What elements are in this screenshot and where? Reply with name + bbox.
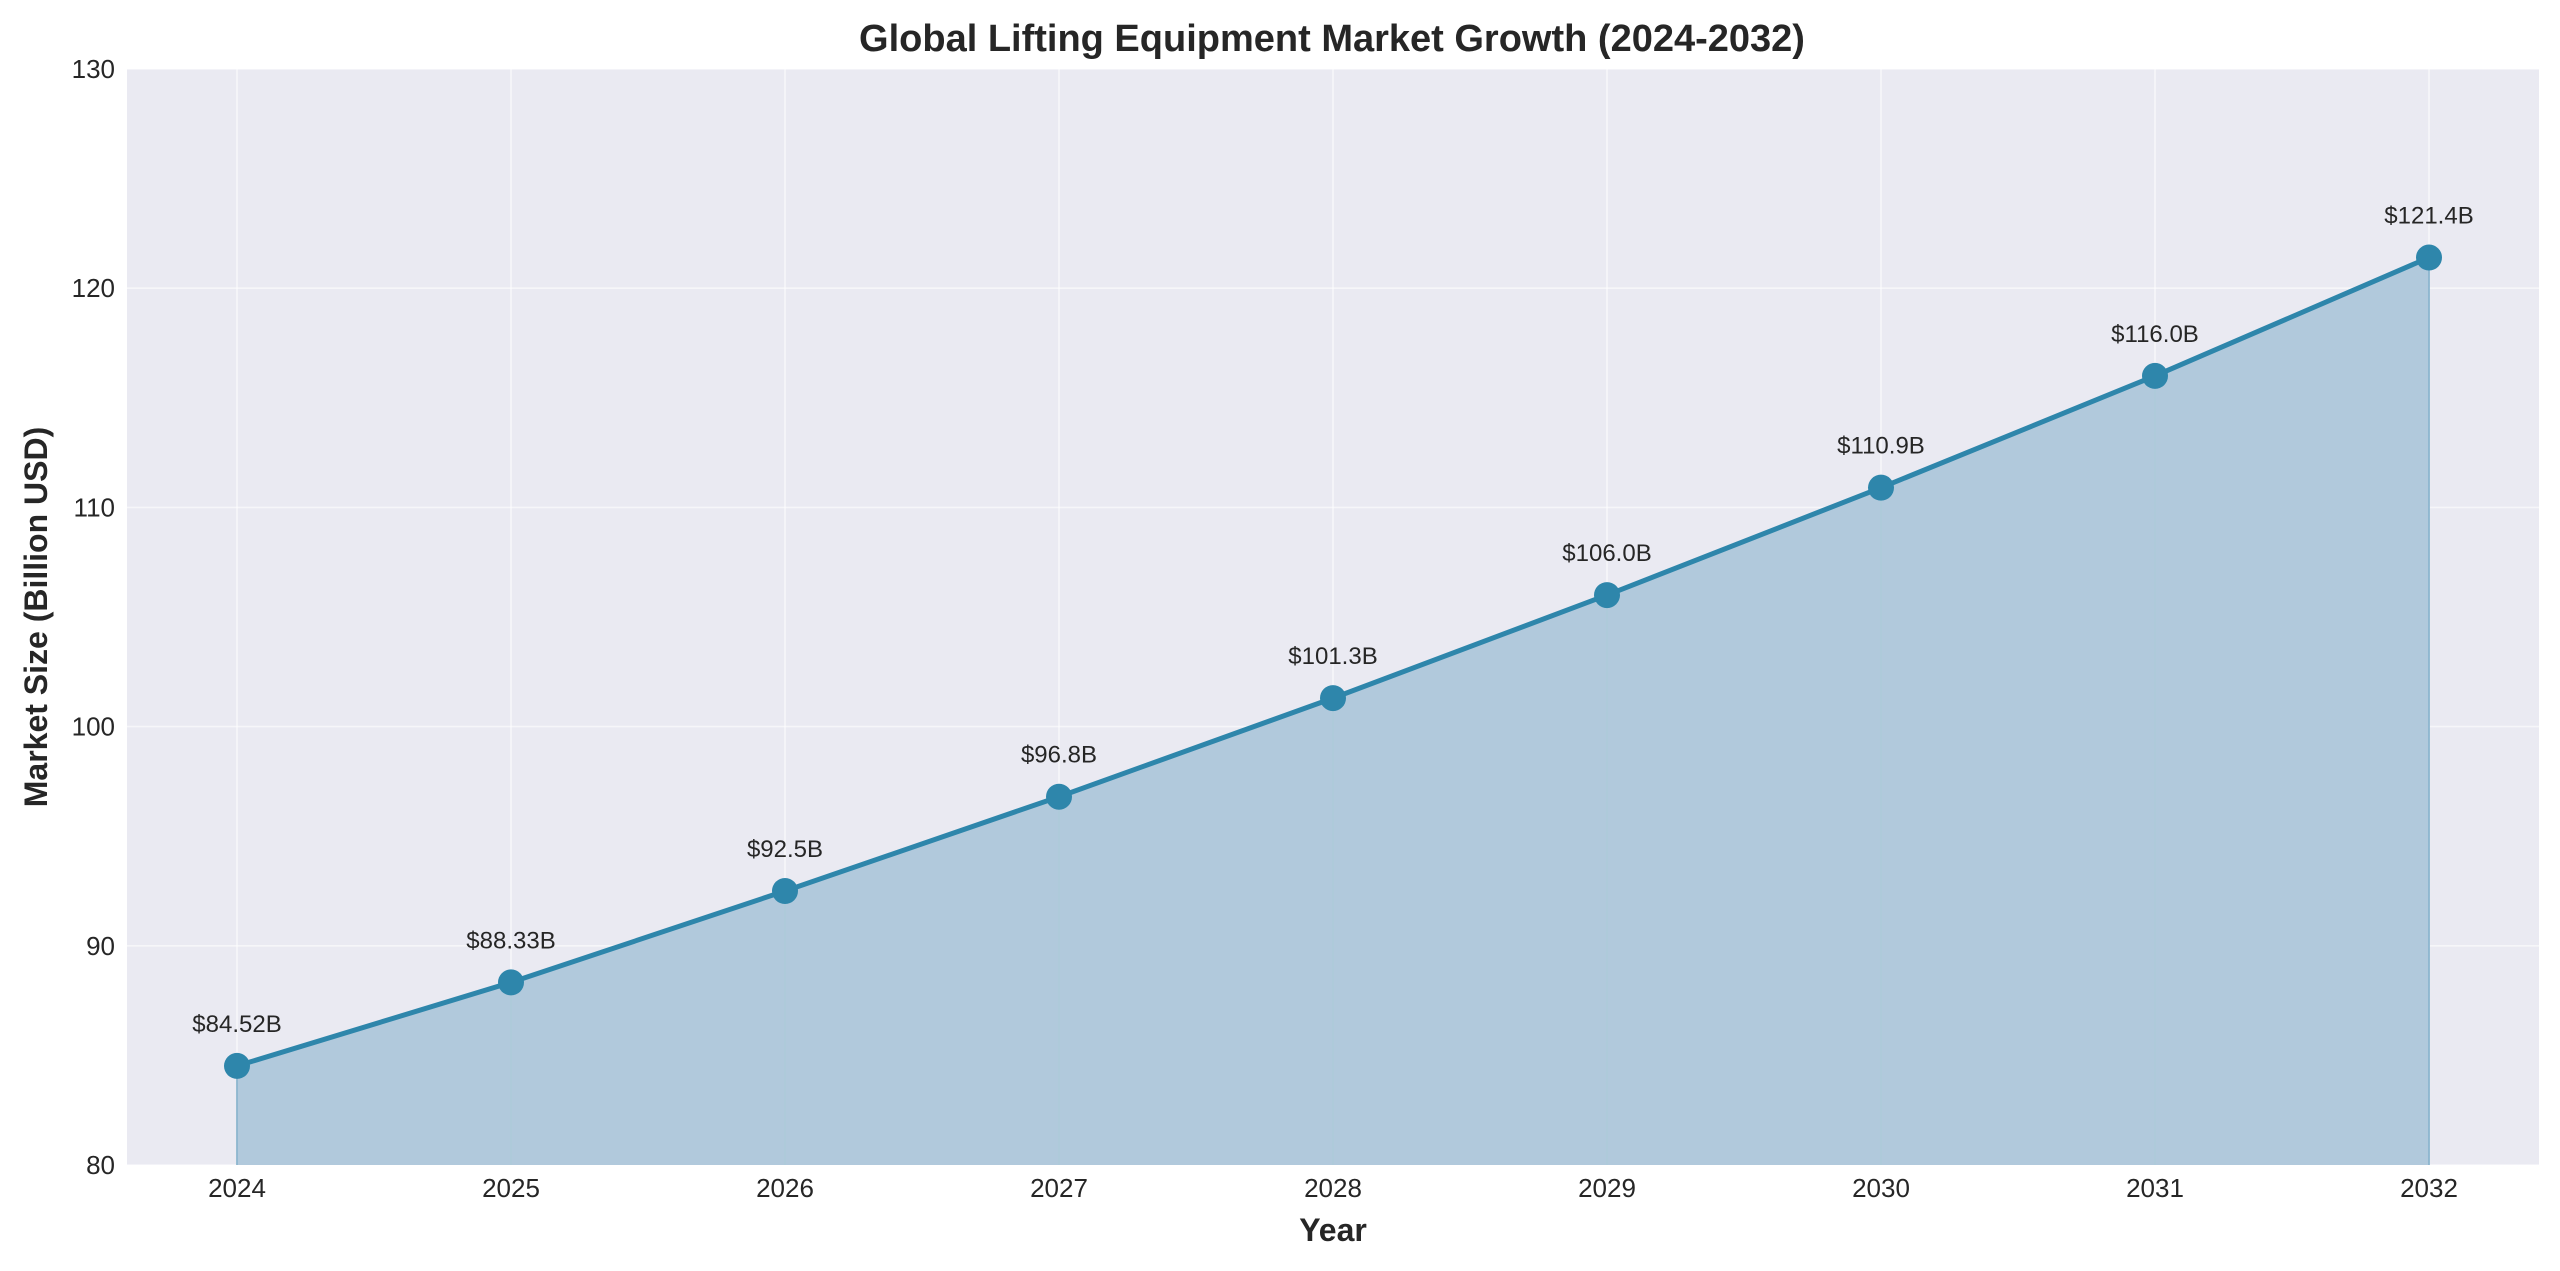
chart-title: Global Lifting Equipment Market Growth (… — [859, 18, 1805, 60]
data-label: $101.3B — [1288, 643, 1377, 670]
data-label: $92.5B — [747, 836, 823, 863]
x-tick-label: 2030 — [1852, 1173, 1910, 1203]
data-point — [2142, 362, 2168, 389]
data-label: $84.52B — [192, 1011, 281, 1038]
x-tick-label: 2024 — [208, 1173, 266, 1203]
y-tick-label: 80 — [86, 1150, 115, 1180]
data-point — [1046, 783, 1072, 810]
y-tick-label: 130 — [72, 54, 115, 84]
y-tick-label: 100 — [72, 712, 115, 742]
data-point — [2416, 244, 2442, 271]
x-axis-ticks: 2024 2025 2026 2027 2028 2029 2030 2031 2032 — [208, 1173, 2458, 1203]
x-tick-label: 2025 — [482, 1173, 540, 1203]
x-tick-label: 2028 — [1304, 1173, 1362, 1203]
x-tick-label: 2027 — [1030, 1173, 1088, 1203]
x-tick-label: 2029 — [1578, 1173, 1636, 1203]
fill-edge-lines — [236, 257, 2430, 1165]
x-axis-label: Year — [1299, 1212, 1367, 1248]
data-label: $121.4B — [2384, 203, 2473, 230]
data-point — [1868, 474, 1894, 501]
data-labels: $84.52B $88.33B $92.5B $96.8B $101.3B $106.0B… — [192, 203, 2473, 1038]
x-tick-label: 2026 — [756, 1173, 814, 1203]
data-label: $110.9B — [1837, 433, 1925, 460]
data-markers — [224, 244, 2442, 1079]
y-axis-ticks: 80 90 100 110 120 130 — [72, 54, 115, 1180]
data-point — [1320, 685, 1346, 712]
data-point — [498, 969, 524, 996]
data-label: $88.33B — [466, 927, 555, 954]
data-point — [1594, 582, 1620, 609]
y-tick-label: 120 — [72, 273, 115, 303]
data-point — [772, 878, 798, 904]
data-label: $96.8B — [1021, 742, 1097, 769]
data-label: $106.0B — [1562, 540, 1651, 567]
y-tick-label: 110 — [74, 492, 115, 522]
x-tick-label: 2032 — [2400, 1173, 2458, 1203]
data-label: $116.0B — [2111, 321, 2199, 348]
data-point — [224, 1052, 250, 1079]
y-tick-label: 90 — [86, 931, 115, 961]
y-axis-label: Market Size (Billion USD) — [18, 427, 54, 808]
x-tick-label: 2031 — [2126, 1173, 2184, 1203]
